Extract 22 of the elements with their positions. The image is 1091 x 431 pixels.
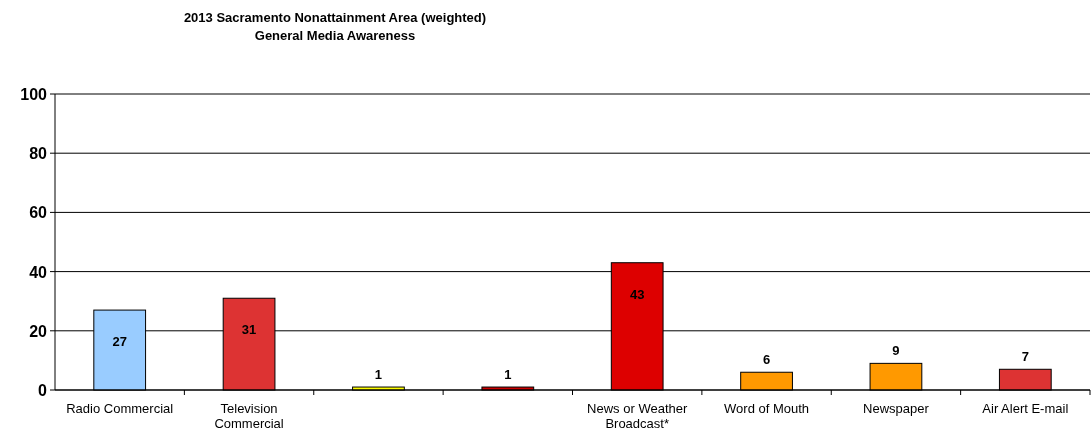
chart-title: 2013 Sacramento Nonattainment Area (weighted) — [183, 10, 487, 25]
data-label: 9 — [892, 343, 900, 359]
x-tick-label: Air Alert E-mail — [982, 401, 1069, 416]
y-tick-label: 100 — [20, 86, 48, 103]
data-label: 1 — [374, 367, 383, 383]
data-label: 1 — [504, 367, 512, 383]
data-label: 7 — [1021, 349, 1029, 365]
x-tick-label: Television Commercial — [214, 401, 284, 431]
x-tick-label: Radio Commercial — [66, 401, 174, 416]
y-tick-label: 60 — [29, 204, 48, 222]
x-tick-label: Word of Mouth — [724, 401, 810, 416]
chart-subtitle: General Media Awareness — [254, 28, 416, 43]
data-label: 6 — [762, 352, 771, 368]
y-tick-label: 80 — [29, 145, 48, 163]
y-tick-label: 0 — [38, 382, 48, 399]
data-label: 31 — [241, 322, 257, 338]
y-tick-label: 20 — [29, 322, 48, 340]
data-label: 27 — [112, 334, 127, 350]
x-tick-label: News or Weather Broadcast* — [587, 401, 688, 431]
data-label: 43 — [629, 286, 645, 302]
y-tick-label: 40 — [29, 263, 48, 281]
x-tick-label: Newspaper — [863, 401, 930, 416]
